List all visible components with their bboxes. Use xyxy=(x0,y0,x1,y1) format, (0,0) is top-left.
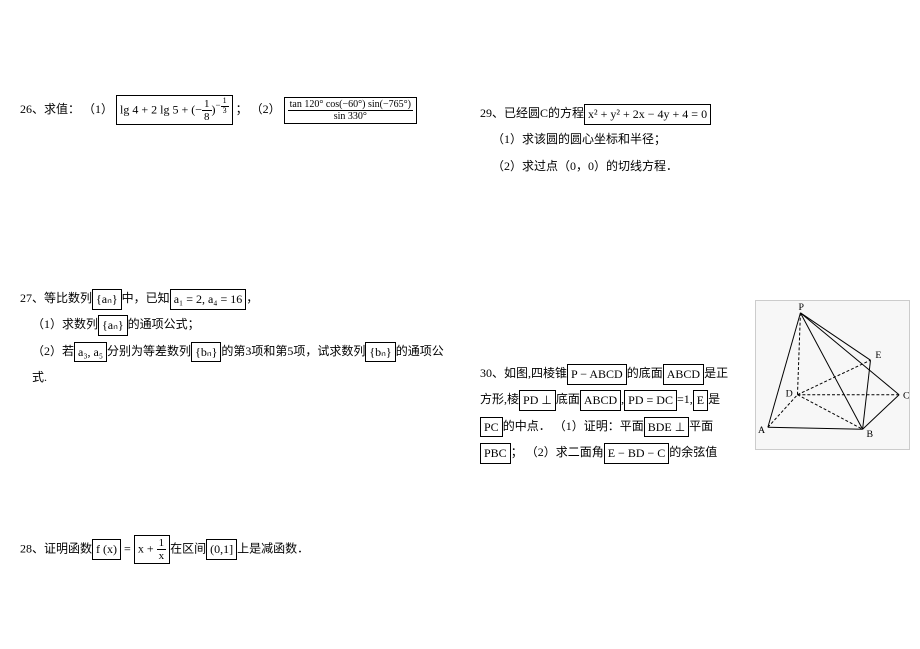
q26-sep: ； xyxy=(236,102,248,116)
q30-abcd2: ABCD xyxy=(580,390,621,411)
q30-num: 30 xyxy=(480,366,492,380)
q27-bn-box2: {bₙ} xyxy=(365,342,395,363)
q30-pddc: PD = DC xyxy=(624,390,677,411)
q30-pabcd: P − ABCD xyxy=(567,364,627,385)
problem-27: 27、等比数列{aₙ}中，已知a₁ = 2, a₄ = 16， （1）求数列{a… xyxy=(20,285,450,391)
q29-line1: 29、已经圆C的方程x² + y² + 2x − 4y + 4 = 0 xyxy=(480,100,711,126)
problem-29: 29、已经圆C的方程x² + y² + 2x − 4y + 4 = 0 （1）求… xyxy=(480,100,711,179)
q27-an-box2: {aₙ} xyxy=(98,315,128,336)
svg-text:D: D xyxy=(786,389,793,400)
q26-expr1-left: lg 4 + 2 lg 5 + (− xyxy=(120,102,202,116)
q27-bn-box: {bₙ} xyxy=(191,342,221,363)
q27-an-box: {aₙ} xyxy=(92,289,122,310)
q29-eqn-box: x² + y² + 2x − 4y + 4 = 0 xyxy=(584,104,711,125)
dot: 、 xyxy=(32,102,44,116)
problem-26: 26、求值： （1） lg 4 + 2 lg 5 + (−18)−13 ； （2… xyxy=(20,95,417,125)
q29-p1: （1）求该圆的圆心坐标和半径； xyxy=(480,126,711,152)
q27-given-box: a₁ = 2, a₄ = 16 xyxy=(170,289,247,310)
q28-num: 28 xyxy=(20,541,32,555)
q30-pbc: PBC xyxy=(480,443,511,464)
q26-exp: −13 xyxy=(216,100,229,110)
problem-30: 30、如图,四棱锥P − ABCD的底面ABCD是正方形,棱PD ⊥底面ABCD… xyxy=(480,360,735,466)
q27-a3a5-box: a₃, a₅ xyxy=(74,342,107,363)
q30-pdperp: PD ⊥ xyxy=(519,390,556,411)
q27-p2: （2）若a₃, a₅分别为等差数列{bₙ}的第3项和第5项，试求数列{bₙ}的通… xyxy=(20,338,450,391)
q26-expr2-box: tan 120° cos(−60°) sin(−765°) sin 330° xyxy=(284,97,417,124)
q30-abcd: ABCD xyxy=(663,364,704,385)
q29-p2: （2）求过点（0，0）的切线方程． xyxy=(480,153,711,179)
svg-text:B: B xyxy=(867,429,874,440)
problem-28: 28、证明函数f (x) = x + 1x在区间(0,1]上是减函数． xyxy=(20,535,309,564)
q28-interval-box: (0,1] xyxy=(206,539,237,560)
q30-e: E xyxy=(693,390,708,411)
svg-text:C: C xyxy=(903,391,909,402)
pyramid-figure: P A B C D E xyxy=(755,300,910,450)
svg-text:E: E xyxy=(875,350,881,361)
q30-pc: PC xyxy=(480,417,503,438)
svg-text:P: P xyxy=(798,302,804,313)
q30-ebdc: E − BD − C xyxy=(604,443,670,464)
q30-bde: BDE ⊥ xyxy=(644,417,689,438)
q26-expr1-frac: 18 xyxy=(202,98,212,123)
svg-text:A: A xyxy=(758,425,766,436)
q26-label: 求值： xyxy=(44,102,80,116)
q26-expr1-box: lg 4 + 2 lg 5 + (−18)−13 xyxy=(116,95,233,125)
q26-expr2-frac: tan 120° cos(−60°) sin(−765°) sin 330° xyxy=(288,99,413,122)
page: 26、求值： （1） lg 4 + 2 lg 5 + (−18)−13 ； （2… xyxy=(0,0,920,649)
q28-expr-box: x + 1x xyxy=(134,535,170,564)
pyramid-svg: P A B C D E xyxy=(756,301,909,449)
q26-num: 26 xyxy=(20,102,32,116)
q26-p2-label: （2） xyxy=(251,102,281,116)
q28-fx-box: f (x) xyxy=(92,539,121,560)
q27-p1: （1）求数列{aₙ}的通项公式； xyxy=(20,311,450,337)
q29-num: 29 xyxy=(480,106,492,120)
q27-line1: 27、等比数列{aₙ}中，已知a₁ = 2, a₄ = 16， xyxy=(20,285,450,311)
q26-p1-label: （1） xyxy=(83,102,113,116)
q27-num: 27 xyxy=(20,291,32,305)
